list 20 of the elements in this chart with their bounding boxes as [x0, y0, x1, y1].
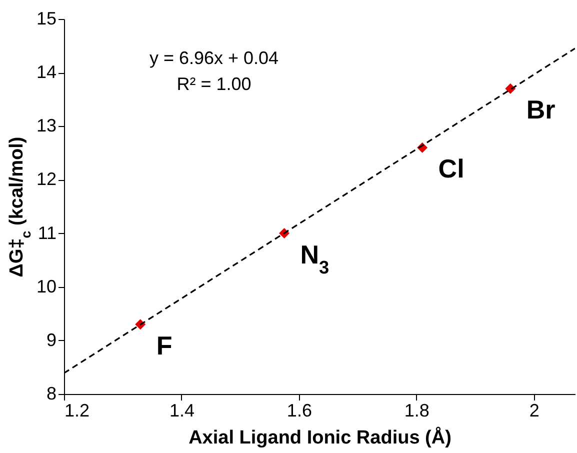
annotation: Cl — [438, 154, 464, 184]
y-tick-label: 12 — [36, 169, 56, 190]
annotation: R² = 1.00 — [176, 74, 252, 94]
x-tick-label: 1.8 — [404, 400, 430, 420]
y-tick-label: 8 — [46, 384, 56, 404]
y-tick-label: 11 — [38, 222, 56, 243]
annotation: N$_{3}$ — [300, 239, 330, 278]
x-tick-label: 1.4 — [169, 400, 194, 420]
y-tick-label: 10 — [36, 276, 56, 296]
annotation: Br — [526, 94, 556, 125]
y-tick-label: 13 — [36, 116, 56, 136]
x-tick-label: 2 — [529, 400, 540, 420]
y-tick-label: 14 — [36, 62, 56, 82]
x-axis-title: Axial Ligand Ionic Radius (Å) — [188, 426, 452, 448]
annotation: y = 6.96x + 0.04 — [149, 48, 279, 68]
annotation: F — [156, 330, 172, 360]
y-tick-label: 15 — [36, 8, 56, 28]
x-tick-label: 1.2 — [64, 400, 90, 420]
x-tick-label: 1.6 — [286, 400, 312, 420]
y-tick-label: 9 — [46, 330, 56, 350]
